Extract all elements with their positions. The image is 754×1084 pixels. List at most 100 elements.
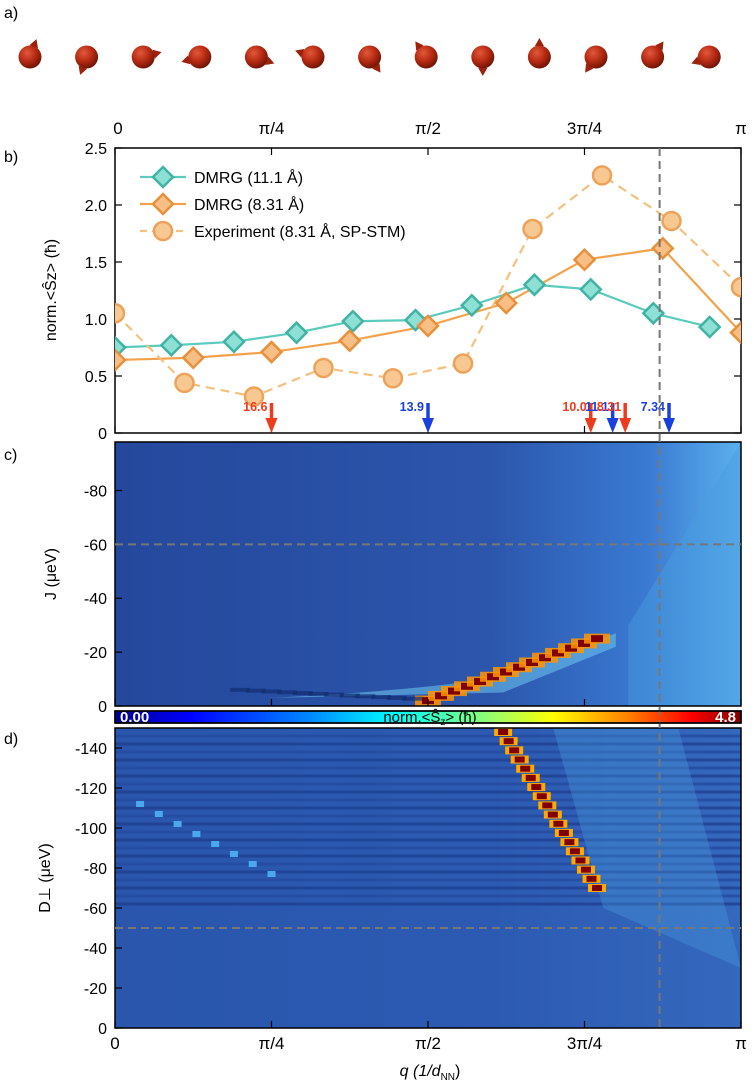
- heat-cell: [448, 687, 461, 695]
- y-tick-label: 0.5: [85, 369, 107, 386]
- data-point: [337, 328, 362, 353]
- panel-label-c: c): [4, 447, 17, 464]
- atom: [75, 45, 99, 69]
- spin-site: [75, 45, 99, 75]
- heat-streak: [115, 750, 741, 754]
- q-axis-label-close: ): [455, 1063, 460, 1080]
- heat-cell: [526, 658, 539, 666]
- heat-cell: [474, 678, 487, 686]
- spin-arrow-head: [29, 39, 38, 49]
- data-point: [460, 293, 484, 318]
- data-point: [341, 309, 365, 334]
- heat-cell: [578, 639, 591, 647]
- heat-glow-right: [628, 442, 741, 706]
- heat-cell: [277, 690, 298, 695]
- data-point: [591, 165, 613, 186]
- heat-streak: [115, 846, 741, 850]
- data-point: [416, 314, 440, 338]
- heat-streak: [115, 790, 741, 794]
- q-arrow-head: [584, 418, 597, 433]
- heat-streak: [115, 742, 741, 746]
- q-arrow-label: 11.1: [585, 400, 609, 414]
- atom: [697, 45, 721, 69]
- q-arrow-head: [422, 418, 434, 433]
- legend: DMRG (11.1 Å) DMRG (8.31 Å) Experiment (8.…: [140, 165, 406, 242]
- heat-cell: [591, 635, 604, 643]
- panel-b-frame: [114, 147, 742, 434]
- panel-label-b: b): [4, 149, 18, 166]
- heat-cell: [539, 654, 552, 662]
- heat-cell: [564, 839, 575, 846]
- top-tick-label: π/4: [259, 119, 285, 138]
- panel-c-heatmap: [230, 442, 741, 706]
- atom: [414, 45, 438, 69]
- heat-streak: [115, 894, 741, 898]
- y-tick-label: -80: [84, 483, 107, 500]
- spin-arrow-head: [585, 63, 594, 73]
- atom: [358, 45, 382, 69]
- data-point: [572, 247, 597, 272]
- q-arrow-head: [606, 418, 619, 433]
- heat-cell: [509, 747, 520, 754]
- panel-c-y-ticks: 0 -20 -40 -60 -80: [84, 483, 742, 716]
- legend-label: Experiment (8.31 Å, SP-STM): [194, 222, 406, 241]
- heat-streak: [115, 774, 741, 778]
- spin-site: [295, 45, 325, 69]
- colorbar-max-label: 4.8: [715, 709, 736, 726]
- atom: [131, 45, 155, 69]
- heat-cell: [514, 756, 525, 763]
- q-arrow-label: 7.34: [641, 400, 665, 414]
- q-arrow-head: [265, 418, 278, 433]
- y-tick-label: -60: [84, 537, 107, 554]
- data-point: [452, 353, 474, 374]
- heat-cell: [355, 694, 376, 699]
- spin-site: [244, 45, 275, 69]
- heat-glow: [271, 633, 616, 698]
- heat-cell: [402, 696, 423, 701]
- heat-streak: [115, 822, 741, 826]
- data-point: [730, 276, 741, 298]
- atom: [471, 45, 495, 69]
- legend-marker: [151, 192, 175, 216]
- heat-streak: [115, 870, 741, 874]
- heat-cell: [173, 821, 182, 827]
- data-point: [115, 303, 126, 324]
- heat-glow: [553, 728, 741, 968]
- heat-cell: [580, 866, 591, 873]
- heat-cell: [245, 688, 266, 693]
- heat-cell: [339, 693, 360, 698]
- heat-streak: [115, 902, 741, 906]
- top-tick-label: 0: [113, 119, 122, 138]
- heat-cell: [498, 729, 509, 735]
- series-line: [115, 174, 741, 398]
- spin-arrow-head: [691, 56, 701, 65]
- panel-d-y-axis-label: D⊥ (μeV): [37, 843, 54, 912]
- heat-cell: [547, 811, 558, 818]
- y-tick-label: 0: [98, 699, 107, 716]
- bottom-q-tick-labels: 0 π/4 π/2 3π/4 π: [110, 1034, 747, 1053]
- heat-cell: [542, 802, 553, 809]
- heat-streak: [115, 862, 741, 866]
- heat-cell: [503, 738, 514, 745]
- heat-cell: [569, 848, 580, 855]
- data-point: [159, 333, 184, 357]
- y-tick-label: -140: [75, 741, 107, 758]
- atom: [584, 45, 608, 69]
- data-point: [115, 348, 127, 372]
- data-point: [578, 277, 603, 302]
- heat-streak: [115, 798, 741, 802]
- data-point: [729, 320, 741, 345]
- legend-marker: [151, 165, 175, 189]
- y-tick-label: -40: [84, 941, 107, 958]
- data-point: [181, 345, 206, 370]
- heat-cell: [292, 691, 313, 696]
- legend-marker: [152, 220, 174, 242]
- q-axis-label-text: q (1/d: [400, 1063, 442, 1080]
- heat-cell: [230, 687, 251, 692]
- heat-streak: [115, 806, 741, 810]
- heat-cell: [513, 663, 526, 671]
- q-arrow-head: [619, 418, 632, 433]
- panel-d: 0 -20 -40 -60 -80 -100 -120 -140 D⊥ (μeV) 0 π/4 π…: [37, 727, 747, 1083]
- data-point: [174, 372, 195, 394]
